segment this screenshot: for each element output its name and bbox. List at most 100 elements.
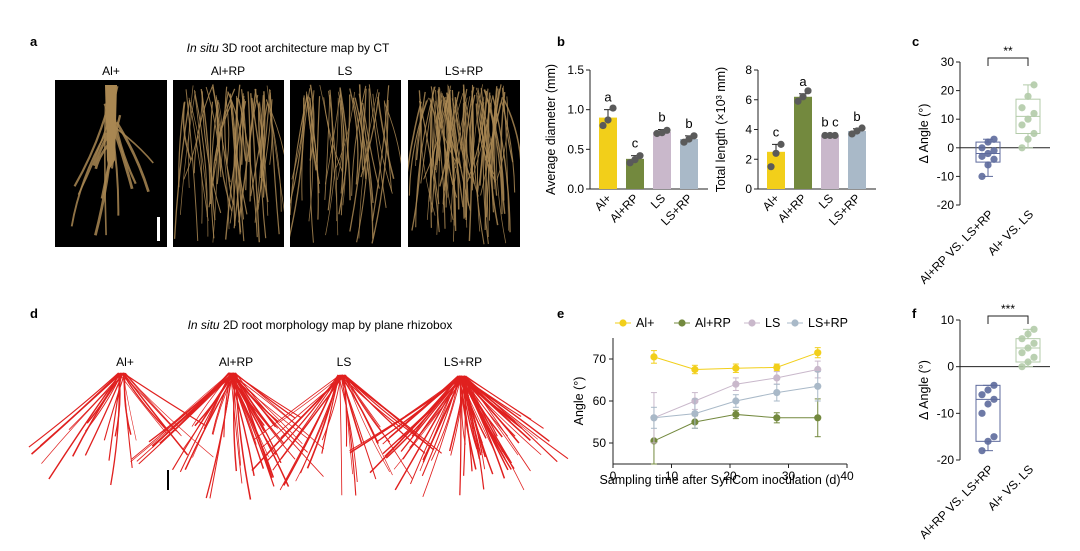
y-tick-label: 30 [941, 55, 955, 69]
root-strand [224, 86, 234, 206]
y-tick-label: 0 [947, 141, 954, 155]
ct-root-drawings [70, 84, 520, 245]
rhizo-roots-2 [251, 374, 442, 496]
root-strand [371, 99, 389, 244]
root-strand [437, 87, 441, 162]
data-point [773, 414, 781, 422]
data-point [1018, 104, 1026, 112]
root-line [457, 375, 525, 491]
root-strand [308, 96, 320, 194]
box-plot-c: c -20 -10 0 10 20 30 Δ Angle (°) Al+RP VS. LS+RP… [912, 34, 1050, 287]
root-strand [269, 92, 280, 235]
root-strand [257, 99, 273, 203]
significance-bracket [987, 57, 1029, 66]
data-point [1024, 115, 1032, 123]
y-tick-label: 50 [593, 436, 607, 450]
root-line [182, 372, 233, 450]
data-point [990, 147, 998, 155]
root-strand [108, 116, 120, 216]
significance-letter: b c [821, 115, 839, 130]
root-strand [173, 99, 191, 239]
root-line [283, 374, 340, 486]
data-point [814, 382, 822, 390]
bar-Al+RP [626, 158, 644, 189]
x-tick-label: Al+RP VS. LS+RP [917, 462, 997, 542]
significance-stars: ** [1003, 44, 1013, 58]
x-tick-label: 20 [723, 469, 737, 483]
significance-letter: c [773, 124, 780, 139]
root-strand [372, 93, 393, 194]
root-strand [290, 95, 305, 204]
root-line [457, 375, 498, 437]
data-point [1018, 144, 1026, 152]
root-strand [501, 87, 514, 163]
root-strand [469, 94, 476, 184]
x-tick-label: 0 [610, 469, 617, 483]
root-strand [306, 97, 317, 171]
root-strand [483, 89, 505, 201]
rhizo-label-ls: LS [337, 355, 352, 369]
root-line [421, 375, 461, 477]
data-point [984, 437, 992, 445]
ct-scale-bar [157, 217, 160, 241]
root-line [110, 372, 120, 486]
root-strand [239, 93, 245, 220]
panel-a-title: In situ 3D root architecture map by CT [187, 41, 390, 55]
root-strand [415, 97, 429, 166]
root-strand [443, 101, 454, 220]
root-strand [454, 96, 471, 182]
root-strand [188, 85, 194, 188]
root-strand [266, 99, 282, 212]
root-strand [77, 86, 119, 195]
x-tick-label: LS [816, 191, 836, 211]
significance-letter: c [632, 136, 639, 151]
data-point [773, 389, 781, 397]
data-point [1030, 109, 1038, 118]
data-point [984, 149, 992, 158]
root-strand [114, 126, 154, 164]
ct-label-al: Al+ [102, 64, 120, 78]
root-line [234, 372, 296, 419]
root-line [464, 375, 476, 443]
root-line [458, 375, 477, 470]
data-point [1024, 330, 1032, 338]
data-point [831, 131, 839, 140]
legend-marker [678, 319, 686, 327]
y-tick-label: 8 [745, 63, 752, 77]
data-point [773, 363, 781, 371]
root-strand [266, 85, 284, 212]
root-strand [354, 97, 374, 239]
root-strand [446, 92, 464, 208]
root-line [461, 375, 569, 460]
data-point [650, 414, 658, 422]
root-line [28, 372, 119, 448]
legend-label: LS [765, 316, 780, 330]
data-point [772, 149, 780, 157]
data-point [1018, 363, 1026, 371]
legend-item-LS+RP: LS+RP [787, 316, 848, 330]
data-point [732, 380, 740, 388]
data-point [1024, 358, 1032, 366]
root-strand [208, 92, 229, 208]
x-tick-label: Al+ [592, 191, 614, 213]
root-line [205, 372, 233, 499]
root-line [48, 372, 122, 480]
data-point [1024, 92, 1032, 100]
panel-letter-f: f [912, 306, 917, 321]
ct-label-alrp: Al+RP [211, 64, 245, 78]
root-strand [265, 100, 284, 156]
x-tick-label: 40 [840, 469, 854, 483]
data-point [1018, 349, 1026, 357]
root-strand [210, 100, 219, 239]
root-strand [185, 89, 199, 241]
root-strand [104, 106, 107, 236]
root-line [123, 372, 214, 458]
data-point [604, 116, 612, 124]
root-line [130, 372, 236, 463]
data-point [799, 93, 807, 101]
root-strand [466, 90, 488, 183]
data-point [691, 410, 699, 418]
root-line [465, 375, 506, 459]
data-point [1024, 344, 1032, 352]
